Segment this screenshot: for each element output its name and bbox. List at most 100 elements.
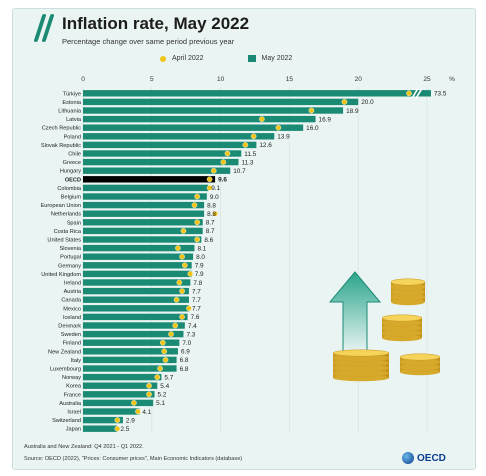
x-unit-label: %	[449, 76, 455, 83]
value-label: 7.4	[188, 323, 197, 330]
dot-april-2022	[114, 417, 121, 423]
dot-april-2022	[154, 374, 161, 380]
category-label: Greece	[63, 160, 81, 166]
dot-april-2022	[114, 425, 121, 432]
x-tick-label: 5	[150, 76, 154, 83]
value-label: 73.5	[434, 91, 447, 98]
coin-icon	[382, 329, 422, 337]
value-label: 11.5	[244, 151, 256, 158]
bar-may-2022	[83, 107, 344, 114]
value-label: 9.0	[210, 194, 219, 201]
category-label: Australia	[59, 401, 82, 407]
chart-subtitle: Percentage change over same period previ…	[62, 37, 235, 46]
coin-icon	[391, 293, 425, 301]
bar-may-2022	[83, 399, 154, 407]
x-tick-label: 10	[217, 76, 225, 83]
value-label: 8.7	[206, 228, 215, 235]
bar-may-2022	[83, 408, 140, 415]
dot-april-2022	[180, 228, 187, 234]
value-label: 7.3	[186, 331, 195, 338]
bar-may-2022	[83, 158, 239, 166]
coin-icon	[399, 353, 441, 361]
dot-april-2022	[172, 322, 178, 329]
value-label: 11.3	[241, 159, 253, 166]
category-label: Canada	[61, 298, 81, 304]
category-label: Austria	[64, 289, 82, 295]
dot-april-2022	[173, 296, 180, 303]
category-label: Slovenia	[60, 246, 82, 252]
category-label: Israel	[67, 410, 81, 416]
bar-may-2022	[83, 356, 177, 364]
category-label: Ireland	[64, 281, 81, 287]
oecd-brand: OECD	[402, 452, 446, 464]
category-label: Poland	[64, 134, 81, 140]
value-label: 5.2	[158, 392, 167, 399]
value-label: 6.9	[181, 349, 190, 356]
category-label: OECD	[65, 177, 81, 183]
bar-may-2022	[83, 262, 192, 269]
dot-april-2022	[275, 124, 282, 131]
coin-icon	[400, 363, 440, 371]
category-label: Finland	[63, 341, 81, 347]
bar-may-2022	[83, 210, 205, 217]
value-label: 7.9	[195, 263, 204, 270]
category-label: Japan	[66, 427, 81, 433]
bar-may-2022	[83, 382, 158, 389]
bar-may-2022	[83, 236, 202, 243]
x-tick-label: 20	[355, 76, 363, 83]
category-label: Sweden	[61, 332, 81, 338]
dot-april-2022	[182, 262, 188, 269]
value-label: 2.5	[120, 426, 129, 433]
value-label: 5.1	[156, 400, 165, 407]
coin-icon	[391, 288, 425, 296]
value-label: 5.7	[164, 374, 173, 381]
axis-break-mark	[411, 87, 419, 99]
dot-april-2022	[206, 176, 213, 183]
value-label: 12.6	[259, 142, 272, 149]
coin-icon	[400, 358, 440, 366]
category-label: Hungary	[60, 169, 81, 175]
value-label: 8.1	[197, 245, 206, 252]
dot-april-2022	[194, 236, 201, 243]
category-label: Lithuania	[58, 109, 82, 115]
x-tick-label: 0	[81, 76, 85, 83]
category-label: Italy	[71, 358, 81, 364]
value-label: 10.7	[233, 168, 246, 175]
dot-april-2022	[179, 288, 185, 294]
dot-april-2022	[250, 133, 257, 140]
chart-title: Inflation rate, May 2022	[62, 14, 250, 33]
bar-may-2022	[83, 313, 188, 321]
category-label: United Kingdom	[41, 272, 81, 278]
legend-may-marker	[247, 55, 256, 62]
coin-icon	[391, 298, 425, 306]
coin-icon	[382, 319, 422, 327]
dot-april-2022	[179, 253, 185, 260]
dot-april-2022	[220, 159, 227, 165]
category-label: European Union	[41, 203, 81, 209]
dot-april-2022	[131, 400, 137, 406]
bar-may-2022	[83, 330, 184, 338]
bar-may-2022	[83, 279, 191, 286]
category-label: Denmark	[58, 324, 81, 330]
chart-legend: April 2022 May 2022	[160, 55, 292, 62]
axis-break-mark	[415, 87, 423, 99]
bar-may-2022	[83, 227, 203, 235]
dot-april-2022	[224, 150, 231, 157]
dot-april-2022	[194, 219, 201, 226]
value-label: 8.0	[196, 254, 205, 261]
bar-may-2022	[83, 124, 304, 131]
legend-may-label: May 2022	[261, 55, 293, 62]
value-label: 18.9	[346, 108, 359, 115]
bar-may-2022	[83, 98, 359, 106]
dot-april-2022	[194, 193, 201, 200]
category-label: Czech Republic	[42, 126, 81, 132]
coin-icon	[332, 349, 390, 357]
dot-april-2022	[179, 314, 185, 320]
dot-april-2022	[341, 99, 348, 105]
bar-may-2022	[83, 416, 123, 424]
dot-april-2022	[206, 185, 213, 191]
bar-may-2022	[83, 193, 207, 200]
category-label: France	[64, 392, 81, 398]
category-label: Switzerland	[52, 418, 81, 424]
value-label: 4.1	[142, 409, 151, 416]
